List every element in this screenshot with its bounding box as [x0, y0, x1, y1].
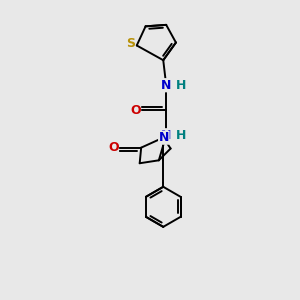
Text: N: N [160, 129, 171, 142]
Text: N: N [160, 79, 171, 92]
Text: S: S [126, 38, 135, 50]
Text: N: N [159, 131, 169, 144]
Text: O: O [130, 104, 141, 117]
Text: H: H [176, 79, 187, 92]
Text: H: H [176, 129, 187, 142]
Text: O: O [108, 141, 119, 154]
